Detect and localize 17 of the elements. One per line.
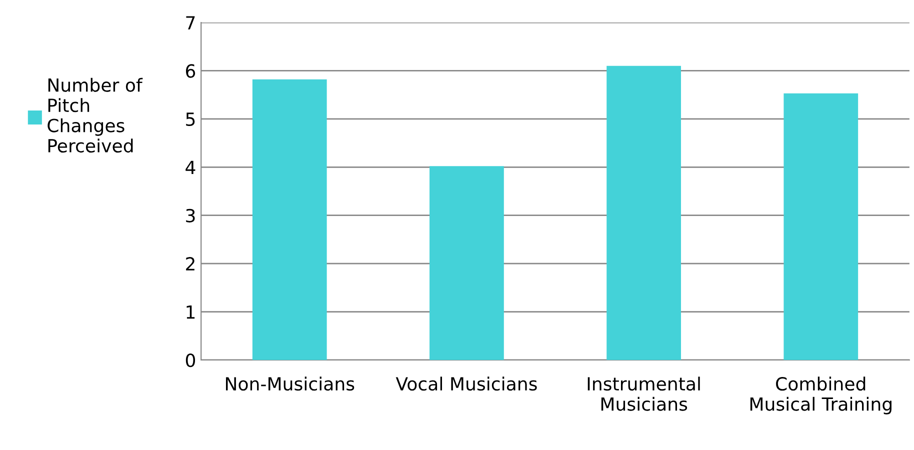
y-tick-label: 3 — [186, 208, 195, 222]
x-tick-label: Combined Musical Training — [750, 376, 892, 414]
bar — [252, 79, 327, 360]
x-tick-label: Non-Musicians — [226, 376, 354, 391]
y-tick-label: 4 — [186, 160, 196, 174]
bar — [606, 66, 681, 360]
y-tick-label: 5 — [186, 112, 195, 126]
x-tick-label: Vocal Musicians — [396, 376, 537, 391]
legend-label: Number of Pitch Changes Perceived — [48, 78, 143, 153]
bar — [784, 93, 858, 360]
y-tick-label: 7 — [186, 16, 195, 30]
y-tick-label: 0 — [186, 353, 196, 368]
y-tick-label: 1 — [186, 305, 195, 319]
y-tick-label: 2 — [186, 257, 194, 270]
x-tick-label: Instrumental Musicians — [588, 376, 700, 411]
bar — [430, 166, 504, 360]
y-tick-label: 6 — [186, 64, 196, 78]
